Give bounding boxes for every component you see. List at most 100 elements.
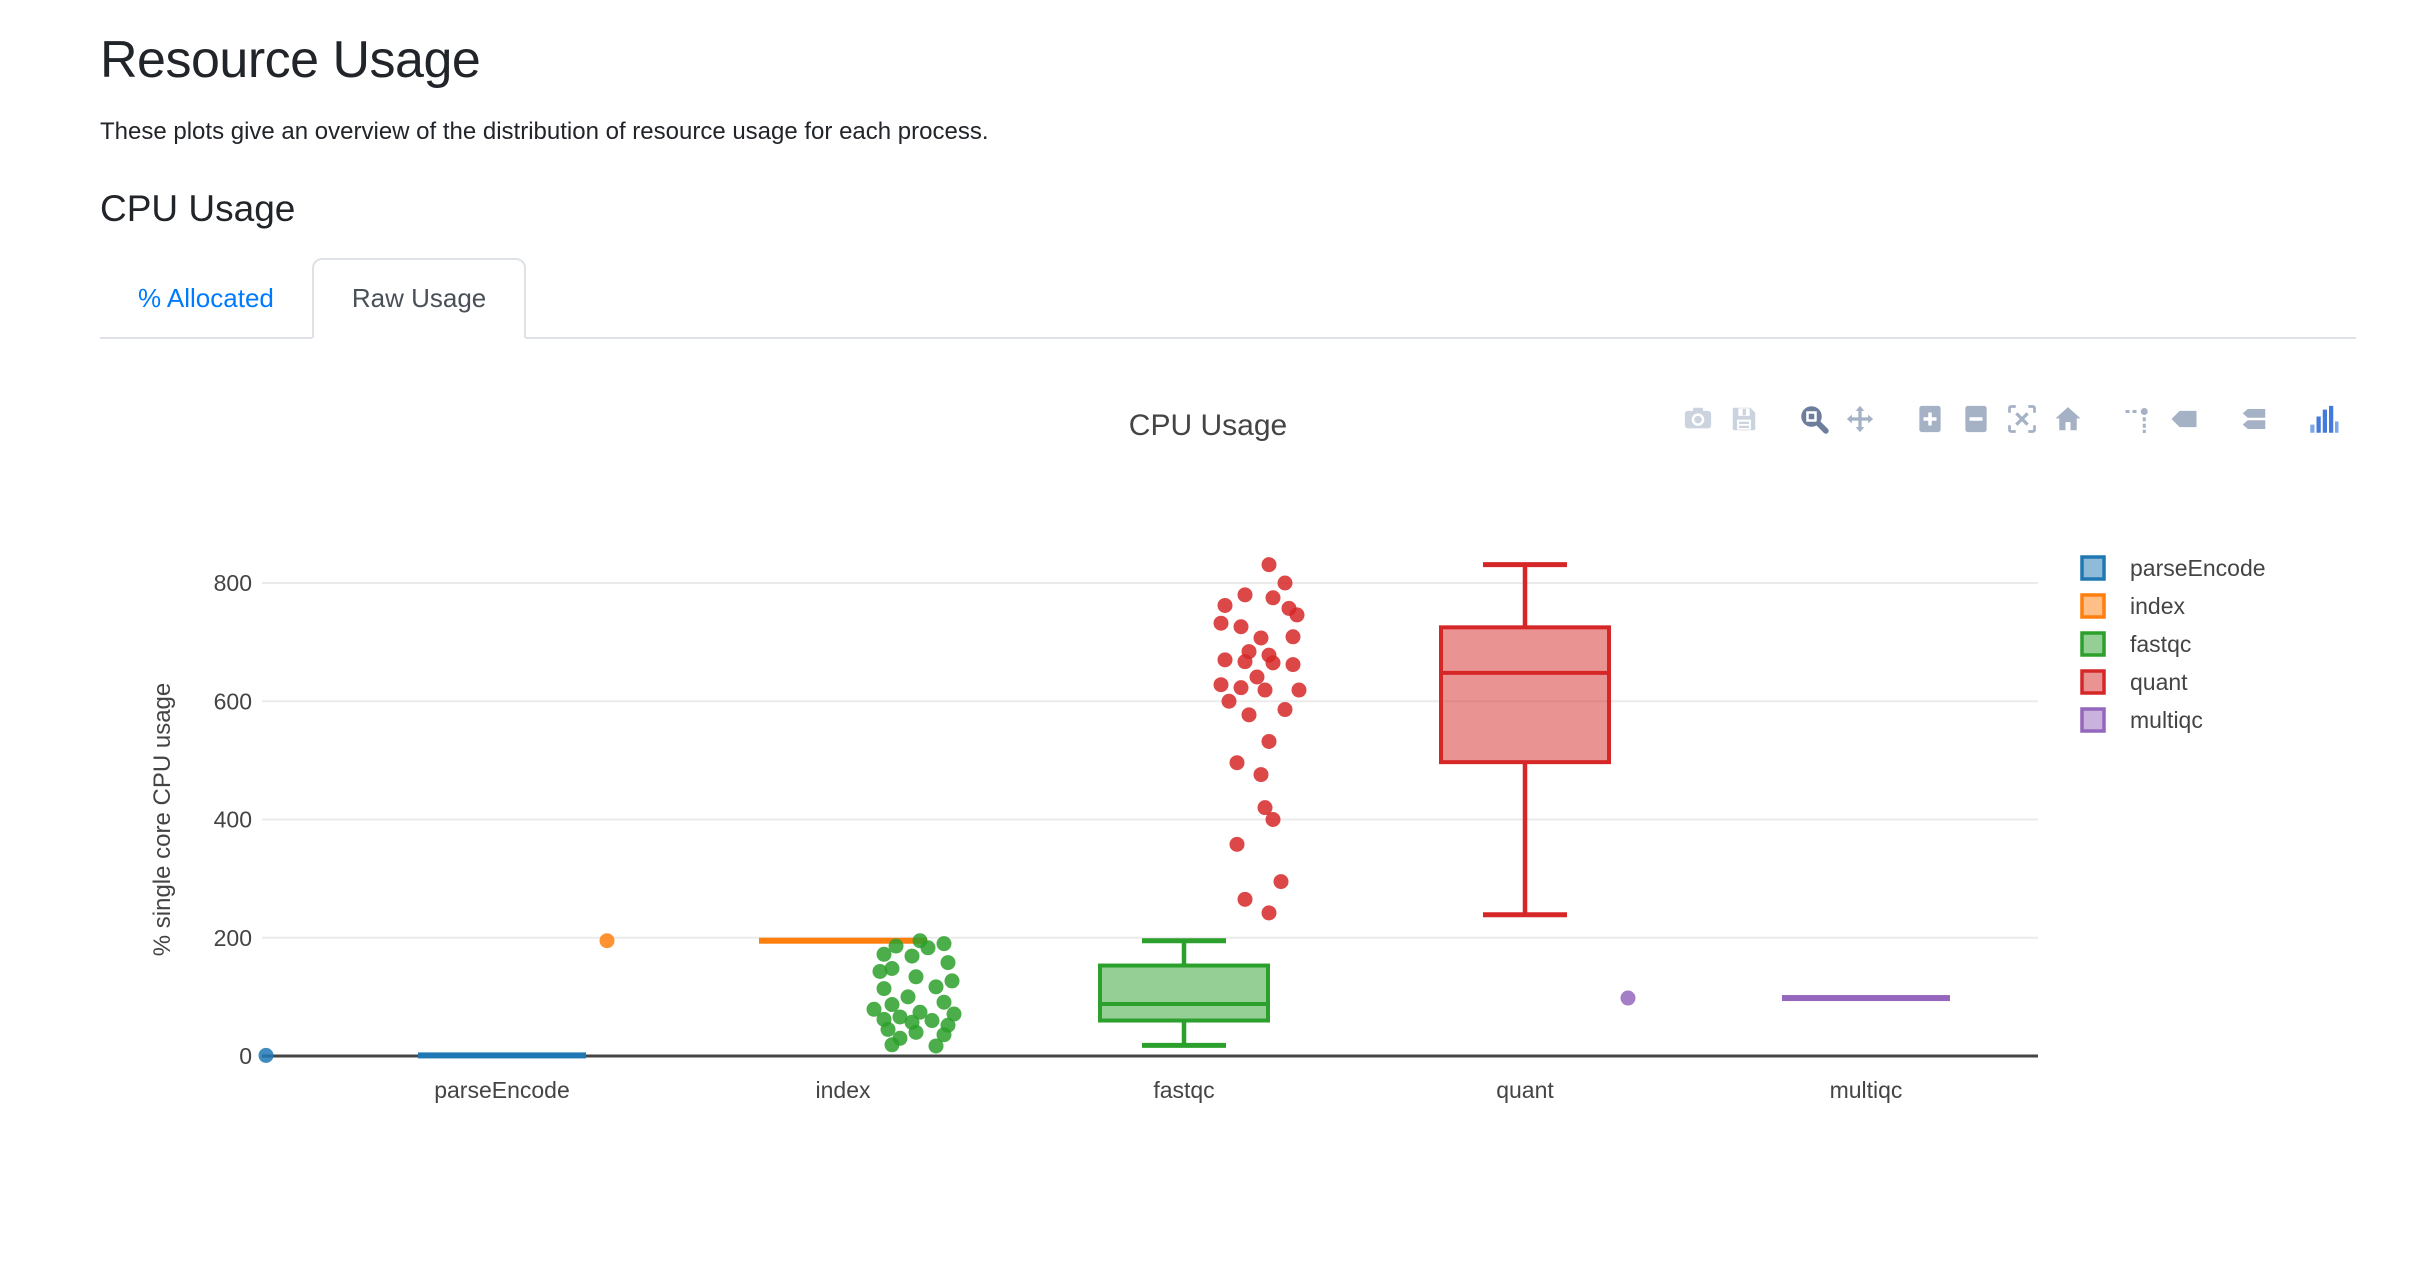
data-point bbox=[884, 960, 900, 976]
legend-item-multiqc[interactable]: multiqc bbox=[2080, 707, 2203, 733]
box-trace-multiqc bbox=[1620, 990, 1950, 1006]
tab-raw-usage[interactable]: Raw Usage bbox=[311, 258, 527, 339]
autoscale-button[interactable] bbox=[2006, 403, 2038, 435]
legend-item-quant[interactable]: quant bbox=[2080, 669, 2188, 695]
cpu-usage-plot: CPU Usage 0 200 400 600 800 % single core CPU … bbox=[100, 383, 2356, 1143]
data-point bbox=[1237, 891, 1253, 907]
data-point bbox=[1253, 630, 1269, 646]
data-point bbox=[866, 1001, 882, 1017]
data-point bbox=[920, 940, 936, 956]
tab-percent-allocated[interactable]: % Allocated bbox=[138, 283, 274, 313]
page-title: Resource Usage bbox=[100, 31, 481, 89]
data-point bbox=[928, 979, 944, 995]
collapsed-box bbox=[418, 1052, 586, 1059]
report-container: Resource Usage These plots give an overv… bbox=[100, 30, 2356, 1143]
zoom-button[interactable] bbox=[1798, 403, 1830, 435]
hover-compare-button[interactable] bbox=[2238, 403, 2270, 435]
y-tick-label: 800 bbox=[214, 570, 252, 596]
box-body bbox=[1439, 625, 1611, 765]
data-point bbox=[1237, 654, 1253, 670]
legend-swatch bbox=[2080, 707, 2106, 733]
data-point bbox=[1213, 615, 1229, 631]
save-icon bbox=[1732, 407, 1756, 431]
legend-item-parseEncode[interactable]: parseEncode bbox=[2080, 555, 2266, 581]
data-point bbox=[936, 994, 952, 1010]
cpu-usage-tabs: % Allocated Raw Usage bbox=[100, 258, 2356, 339]
data-point bbox=[1277, 702, 1293, 718]
data-point bbox=[872, 963, 888, 979]
x-axis-label: fastqc bbox=[1153, 1077, 1214, 1103]
data-point bbox=[258, 1047, 274, 1063]
spikelines-button[interactable] bbox=[2122, 403, 2154, 435]
data-point bbox=[936, 1027, 952, 1043]
data-point bbox=[892, 1009, 908, 1025]
reset-axes-icon bbox=[2055, 407, 2081, 431]
data-point bbox=[936, 936, 952, 952]
x-axis-label: parseEncode bbox=[434, 1077, 570, 1103]
y-tick-label: 200 bbox=[214, 925, 252, 951]
data-point bbox=[1620, 990, 1636, 1006]
data-point bbox=[1253, 767, 1269, 783]
y-tick-label: 0 bbox=[239, 1043, 252, 1069]
zoom-icon bbox=[1801, 406, 1829, 434]
chart-title: CPU Usage bbox=[1129, 409, 1287, 442]
collapsed-box bbox=[1782, 995, 1950, 1002]
data-point bbox=[1265, 812, 1281, 827]
x-axis-label: quant bbox=[1496, 1077, 1554, 1103]
x-axis-label: index bbox=[816, 1077, 871, 1103]
camera-button[interactable] bbox=[1682, 403, 1714, 435]
data-point bbox=[904, 948, 920, 964]
legend-item-fastqc[interactable]: fastqc bbox=[2080, 631, 2191, 657]
plotly-logo-button[interactable] bbox=[2308, 403, 2340, 435]
pan-button[interactable] bbox=[1844, 403, 1876, 435]
data-point bbox=[1285, 657, 1301, 673]
reset-axes-button[interactable] bbox=[2052, 403, 2084, 435]
save-button[interactable] bbox=[1728, 403, 1760, 435]
zoom-in-button[interactable] bbox=[1914, 403, 1946, 435]
x-axis-label: multiqc bbox=[1830, 1077, 1903, 1103]
data-point bbox=[888, 938, 904, 954]
box-trace-fastqc bbox=[866, 933, 1270, 1054]
page-subtitle: These plots give an overview of the dist… bbox=[100, 118, 989, 145]
data-point bbox=[1261, 733, 1277, 749]
data-point bbox=[884, 997, 900, 1013]
data-point bbox=[1291, 682, 1307, 698]
cpu-usage-boxplot[interactable]: CPU Usage 0 200 400 600 800 % single core CPU … bbox=[100, 383, 2356, 1143]
legend-swatch bbox=[2080, 631, 2106, 657]
plotly-logo-icon bbox=[2310, 405, 2339, 433]
data-point bbox=[1249, 669, 1265, 685]
hover-closest-button[interactable] bbox=[2168, 403, 2200, 435]
collapsed-box bbox=[759, 937, 927, 944]
data-point bbox=[908, 969, 924, 985]
box-trace-parseEncode bbox=[258, 1047, 586, 1063]
data-point bbox=[900, 989, 916, 1005]
data-point bbox=[1233, 680, 1249, 696]
y-tick-label: 600 bbox=[214, 688, 252, 714]
data-point bbox=[924, 1013, 940, 1029]
section-heading-cpu-usage: CPU Usage bbox=[100, 188, 296, 229]
legend-label: quant bbox=[2130, 669, 2188, 695]
data-point bbox=[1213, 677, 1229, 693]
plotly-modebar bbox=[1682, 403, 2340, 435]
legend-label: index bbox=[2130, 593, 2185, 619]
legend-swatch bbox=[2080, 669, 2106, 695]
gridlines bbox=[262, 582, 2038, 939]
data-point bbox=[944, 973, 960, 989]
data-point bbox=[946, 1006, 962, 1022]
data-point bbox=[1273, 874, 1289, 890]
data-point bbox=[1217, 597, 1233, 613]
data-point bbox=[1237, 587, 1253, 603]
legend-label: parseEncode bbox=[2130, 555, 2266, 581]
data-point bbox=[1229, 836, 1245, 852]
legend-label: fastqc bbox=[2130, 631, 2191, 657]
zoom-out-button[interactable] bbox=[1960, 403, 1992, 435]
hover-closest-icon bbox=[2171, 410, 2197, 428]
pan-icon bbox=[1846, 405, 1874, 433]
data-point bbox=[1217, 652, 1233, 668]
data-point bbox=[1265, 590, 1281, 606]
data-point bbox=[1257, 682, 1273, 698]
legend-item-index[interactable]: index bbox=[2080, 593, 2185, 619]
data-point bbox=[912, 1004, 928, 1020]
legend-swatch bbox=[2080, 555, 2106, 581]
autoscale-icon bbox=[2008, 405, 2036, 433]
